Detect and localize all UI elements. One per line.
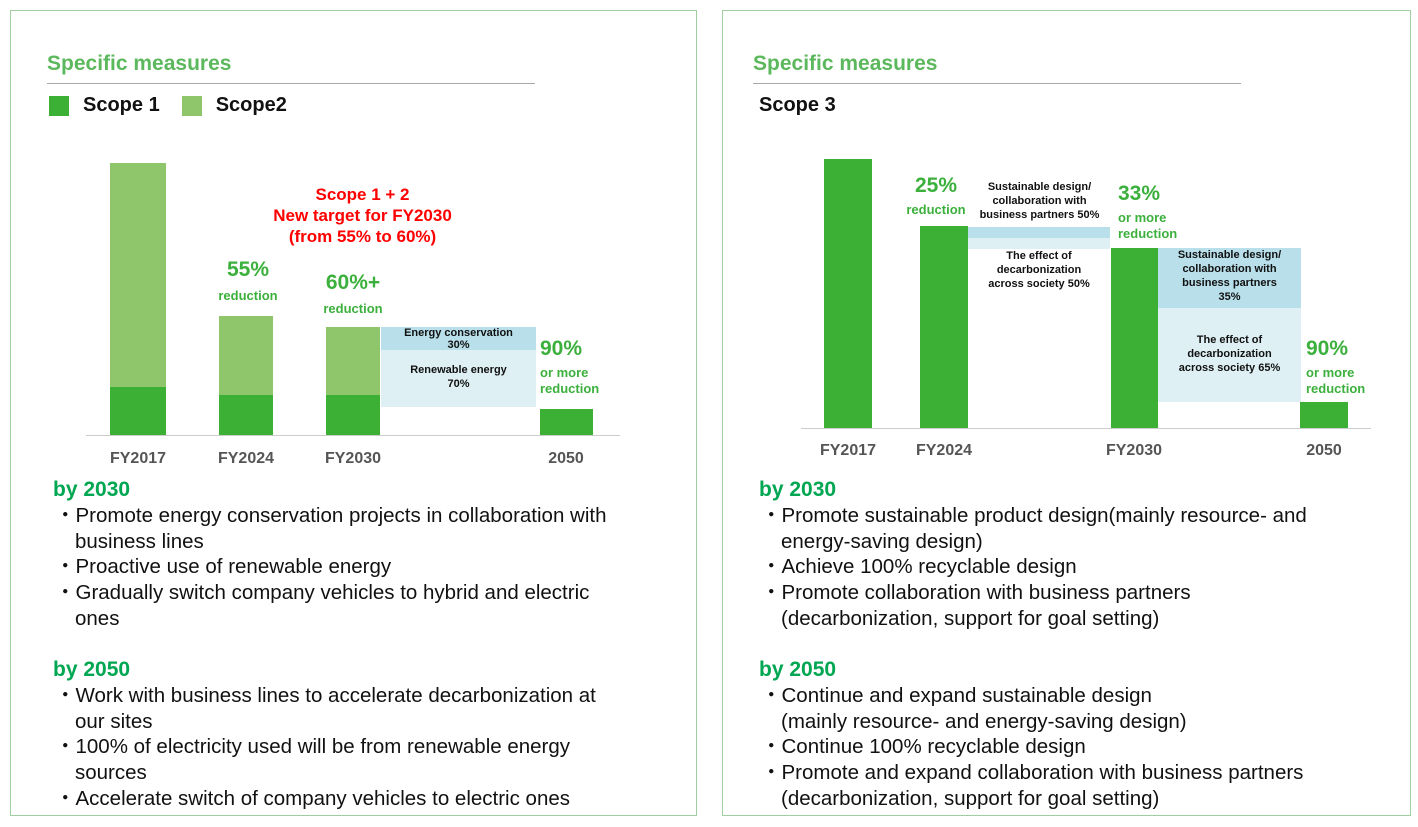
energy-conservation-box: Energy conservation 30% bbox=[381, 327, 536, 351]
tick-label: FY2030 bbox=[324, 450, 382, 467]
list-item: ・Proactive use of renewable energy bbox=[55, 555, 392, 579]
note-line: Scope 1 + 2 bbox=[315, 185, 410, 204]
by-2050-heading: by 2050 bbox=[759, 658, 837, 681]
tick-label: 2050 bbox=[548, 450, 584, 467]
list-item: ・Achieve 100% recyclable design bbox=[761, 555, 1077, 579]
bar-fy2024-scope1 bbox=[219, 395, 273, 435]
decarbonization-box-2024 bbox=[968, 238, 1110, 249]
y2050-reduction-label: 90% or more reduction bbox=[1306, 337, 1366, 396]
title-divider bbox=[47, 83, 535, 84]
list-item: ・Work with business lines to accelerate … bbox=[55, 684, 596, 733]
bar-fy2030-scope3 bbox=[1111, 247, 1158, 428]
legend-scope2: Scope2 bbox=[215, 94, 287, 116]
bar-fy2024-scope3 bbox=[920, 226, 968, 428]
decarbonization-box-2030: The effect of decarbonization across socie… bbox=[1158, 308, 1301, 402]
note-line: (from 55% to 60%) bbox=[288, 227, 437, 246]
list-item: ・Continue and expand sustainable design … bbox=[761, 684, 1187, 733]
tick-label: FY2030 bbox=[1105, 442, 1163, 459]
bar-fy2017-scope1 bbox=[110, 387, 166, 435]
scope2-swatch bbox=[181, 95, 202, 116]
bar-2050-scope1 bbox=[540, 408, 593, 435]
fy2024-reduction-label: 25% reduction bbox=[906, 174, 966, 217]
renewable-energy-box: Renewable energy 70% bbox=[381, 350, 536, 407]
x-axis bbox=[801, 428, 1371, 429]
left-section-title: Specific measures bbox=[47, 52, 232, 75]
left-2050-list: ・Work with business lines to accelerate … bbox=[55, 683, 596, 812]
x-axis bbox=[86, 435, 620, 436]
tick-label: FY2024 bbox=[915, 442, 973, 459]
right-2030-list: ・Promote sustainable product design(main… bbox=[761, 503, 1307, 632]
legend-scope1: Scope 1 bbox=[83, 94, 160, 116]
scope3-label: Scope 3 bbox=[759, 94, 836, 116]
scope3-panel bbox=[722, 10, 1411, 816]
y2050-reduction-label: 90% or more reduction bbox=[540, 337, 600, 396]
left-2030-list: ・Promote energy conservation projects in… bbox=[55, 503, 607, 632]
by-2030-heading: by 2030 bbox=[53, 478, 131, 501]
list-item: ・100% of electricity used will be from r… bbox=[55, 735, 571, 785]
scope12-panel bbox=[10, 10, 697, 816]
list-item: ・Gradually switch company vehicles to hy… bbox=[55, 581, 590, 630]
bar-fy2030-scope1 bbox=[326, 395, 380, 435]
bar-fy2024-scope2 bbox=[219, 315, 273, 395]
right-section-title: Specific measures bbox=[753, 52, 938, 75]
bar-fy2017-scope3 bbox=[824, 159, 872, 428]
by-2030-heading: by 2030 bbox=[759, 478, 837, 501]
list-item: ・Promote collaboration with business par… bbox=[761, 581, 1191, 630]
list-item: ・Accelerate switch of company vehicles t… bbox=[55, 786, 571, 810]
fy2030-reduction-label: 60%+ reduction bbox=[323, 271, 383, 316]
decarbonization-label-2024: The effect of decarbonization across socie… bbox=[988, 250, 1090, 290]
sustainable-design-box-2030: Sustainable design/collaboration with bus… bbox=[1158, 248, 1301, 308]
tick-label: FY2017 bbox=[819, 442, 877, 459]
note-line: New target for FY2030 bbox=[273, 206, 452, 225]
list-item: ・Promote energy conservation projects in… bbox=[55, 504, 607, 553]
tick-label: FY2017 bbox=[109, 450, 167, 467]
sustainable-design-label-2024: Sustainable design/collaboration with bus… bbox=[979, 181, 1100, 221]
scope1-swatch bbox=[49, 95, 69, 116]
right-2050-list: ・Continue and expand sustainable design … bbox=[761, 683, 1303, 812]
tick-label: FY2024 bbox=[217, 450, 275, 467]
bar-fy2030-scope2 bbox=[326, 327, 380, 396]
bar-2050-scope3 bbox=[1300, 401, 1348, 428]
list-item: ・Promote sustainable product design(main… bbox=[761, 504, 1307, 553]
fy2024-reduction-label: 55% reduction bbox=[218, 258, 278, 303]
by-2050-heading: by 2050 bbox=[53, 658, 131, 681]
title-divider bbox=[753, 83, 1241, 84]
legend: Scope 1 Scope2 bbox=[49, 94, 287, 117]
sustainable-design-box-2024 bbox=[968, 227, 1110, 238]
list-item: ・Continue 100% recyclable design bbox=[761, 735, 1086, 759]
fy2030-reduction-label: 33% or more reduction bbox=[1118, 182, 1178, 241]
tick-label: 2050 bbox=[1306, 442, 1342, 459]
list-item: ・Promote and expand collaboration with b… bbox=[761, 761, 1304, 810]
target-note: Scope 1 + 2 New target for FY2030 (from … bbox=[240, 184, 485, 247]
bar-fy2017-scope2 bbox=[110, 163, 166, 388]
